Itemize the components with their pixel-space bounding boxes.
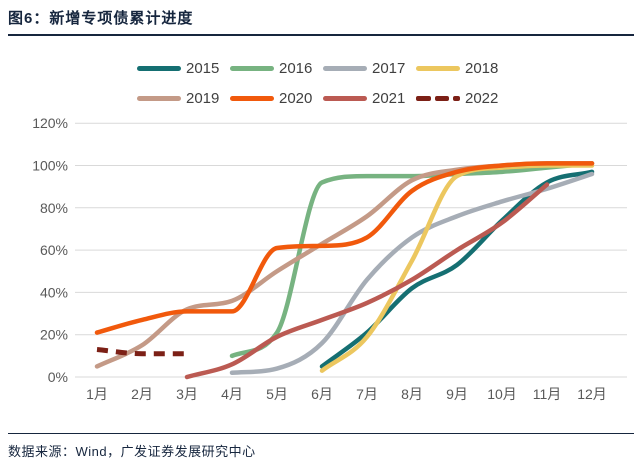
x-axis-label-5: 5月 <box>266 386 288 402</box>
x-axis-label-6: 6月 <box>311 386 333 402</box>
footer-divider <box>8 433 634 434</box>
legend-swatch-2015 <box>137 65 181 71</box>
legend-swatch-2017 <box>323 65 367 71</box>
y-axis-label-60: 60% <box>40 242 68 258</box>
title-divider <box>8 34 634 36</box>
legend-swatch-2016 <box>230 65 274 71</box>
chart-title: 图6：新增专项债累计进度 <box>8 10 194 27</box>
series-line-2018 <box>319 163 595 373</box>
legend-item-2018: 2018 <box>416 60 509 77</box>
series-line-2022 <box>96 347 187 357</box>
x-axis-label-9: 9月 <box>446 386 468 402</box>
legend-label-2017: 2017 <box>372 59 406 77</box>
legend-swatch-2020 <box>230 95 274 101</box>
legend-item-2019: 2019 <box>137 90 230 107</box>
x-axis-label-10: 10月 <box>487 386 517 402</box>
legend-item-2016: 2016 <box>230 60 323 77</box>
legend-label-2022: 2022 <box>465 89 499 107</box>
legend-label-2015: 2015 <box>186 59 220 77</box>
y-axis-label-120: 120% <box>32 115 68 131</box>
y-axis-label-40: 40% <box>40 284 68 300</box>
x-axis-label-2: 2月 <box>131 386 153 402</box>
y-axis-label-20: 20% <box>40 327 68 343</box>
x-axis-label-11: 11月 <box>533 386 562 402</box>
series-line-2016 <box>229 161 595 359</box>
x-axis-label-4: 4月 <box>221 386 243 402</box>
y-axis-label-0: 0% <box>48 369 68 385</box>
series-line-2015 <box>319 169 595 369</box>
legend-row-2: 2019 2020 2021 2022 <box>0 83 642 113</box>
legend-item-2020: 2020 <box>230 90 323 107</box>
y-axis-label-80: 80% <box>40 200 68 216</box>
x-axis-label-1: 1月 <box>86 386 108 402</box>
legend-label-2016: 2016 <box>279 59 313 77</box>
legend-label-2020: 2020 <box>279 89 313 107</box>
x-axis-label-12: 12月 <box>577 386 607 402</box>
legend-swatch-2019 <box>137 95 181 101</box>
chart-legend: 2015 2016 2017 2018 2019 2020 2021 2022 <box>0 53 642 113</box>
x-axis-label-7: 7月 <box>356 386 378 402</box>
x-axis-label-8: 8月 <box>401 386 423 402</box>
legend-item-2015: 2015 <box>137 60 230 77</box>
x-axis-label-3: 3月 <box>176 386 198 402</box>
legend-swatch-2022 <box>416 95 460 101</box>
data-source-note: 数据来源：Wind，广发证券发展研究中心 <box>8 444 256 459</box>
legend-swatch-2018 <box>416 65 460 71</box>
legend-item-2017: 2017 <box>323 60 416 77</box>
series-line-2017 <box>229 171 595 376</box>
y-axis-label-100: 100% <box>32 158 68 174</box>
series-line-2021 <box>184 182 550 380</box>
legend-label-2018: 2018 <box>465 59 499 77</box>
series-line-2019 <box>94 161 595 369</box>
legend-label-2021: 2021 <box>372 89 406 107</box>
legend-row-1: 2015 2016 2017 2018 <box>0 53 642 83</box>
series-line-2020 <box>94 161 595 335</box>
legend-item-2021: 2021 <box>323 90 416 107</box>
legend-label-2019: 2019 <box>186 89 220 107</box>
legend-item-2022: 2022 <box>416 90 509 107</box>
legend-swatch-2021 <box>323 95 367 101</box>
